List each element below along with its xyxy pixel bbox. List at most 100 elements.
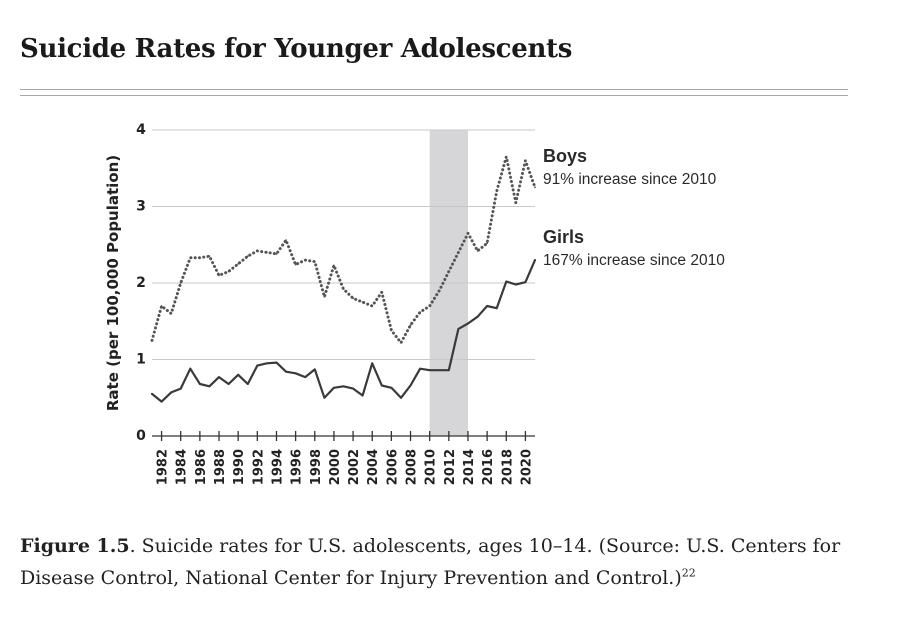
y-tick-label: 3 xyxy=(136,199,146,215)
boys-data-point xyxy=(514,201,517,204)
boys-data-point xyxy=(505,155,508,158)
girls-data-point xyxy=(380,384,383,387)
caption-text-line2: Disease Control, National Center for Inj… xyxy=(20,567,682,589)
girls-data-point xyxy=(208,385,211,388)
y-tick-label: 2 xyxy=(136,275,146,291)
girls-data-point xyxy=(237,373,240,376)
girls-series-line xyxy=(150,259,537,403)
girls-series-label: Girls xyxy=(543,227,584,247)
title-divider-top xyxy=(20,89,848,90)
caption-text-line1: . Suicide rates for U.S. adolescents, ag… xyxy=(129,535,841,557)
x-tick-label: 2004 xyxy=(366,449,381,485)
girls-data-point xyxy=(266,362,268,365)
boys-data-point xyxy=(486,242,488,245)
x-tick-label: 2014 xyxy=(462,449,477,485)
x-tick-label: 1994 xyxy=(270,449,285,485)
x-tick-label: 1998 xyxy=(309,449,324,485)
boys-series-line xyxy=(150,155,537,345)
x-tick-label: 1988 xyxy=(213,449,228,485)
boys-data-point xyxy=(199,256,201,259)
girls-data-point xyxy=(428,369,431,372)
girls-data-point xyxy=(419,367,421,370)
girls-series-note: 167% increase since 2010 xyxy=(543,252,725,269)
boys-data-point xyxy=(227,270,230,273)
x-tick-label: 2002 xyxy=(347,449,362,485)
girls-data-point xyxy=(476,315,479,318)
boys-data-point xyxy=(400,341,402,344)
x-tick-label: 1982 xyxy=(156,449,171,485)
x-tick-label: 2012 xyxy=(443,449,458,485)
boys-data-point xyxy=(333,264,335,267)
boys-data-point xyxy=(476,250,479,252)
girls-data-point xyxy=(199,383,201,385)
boys-data-point xyxy=(380,291,383,294)
boys-data-point xyxy=(208,255,211,258)
x-tick-label: 1984 xyxy=(175,449,190,485)
girls-data-point xyxy=(486,305,488,307)
x-tick-label: 2008 xyxy=(405,449,420,485)
girls-data-point xyxy=(218,376,220,378)
girls-data-point xyxy=(160,400,163,403)
girls-data-point xyxy=(514,283,517,286)
boys-data-point xyxy=(189,256,192,259)
x-tick-label: 2016 xyxy=(481,449,496,485)
x-tick-label: 1986 xyxy=(194,449,209,485)
girls-data-point xyxy=(361,394,364,397)
girls-data-point xyxy=(227,383,230,385)
boys-data-point xyxy=(285,239,287,242)
girls-data-point xyxy=(447,369,450,372)
y-axis-title: Rate (per 100,000 Population) xyxy=(104,155,122,411)
caption-footnote: 22 xyxy=(681,566,696,580)
girls-data-point xyxy=(333,386,335,389)
girls-data-point xyxy=(409,384,412,387)
boys-data-point xyxy=(151,339,153,342)
x-tick-label: 2020 xyxy=(519,449,534,485)
x-tick-label: 2010 xyxy=(424,449,439,485)
girls-data-point xyxy=(246,383,249,385)
girls-data-point xyxy=(371,362,374,365)
boys-data-point xyxy=(419,311,421,313)
girls-data-point xyxy=(495,307,498,310)
boys-data-point xyxy=(428,305,431,307)
boys-data-point xyxy=(266,251,268,254)
boys-data-point xyxy=(495,190,498,193)
boys-data-point xyxy=(294,263,297,266)
x-tick-label: 2018 xyxy=(500,449,515,485)
girls-data-point xyxy=(323,396,326,399)
boys-data-point xyxy=(313,260,316,263)
x-tick-label: 1992 xyxy=(251,449,266,485)
boys-data-point xyxy=(438,289,441,292)
x-tick-label: 2006 xyxy=(385,449,400,485)
boys-data-point xyxy=(342,288,345,290)
girls-data-point xyxy=(170,391,173,394)
boys-data-point xyxy=(304,259,307,261)
boys-data-point xyxy=(361,301,364,303)
girls-data-point xyxy=(313,368,316,371)
boys-data-point xyxy=(160,305,163,307)
figure-caption: Figure 1.5. Suicide rates for U.S. adole… xyxy=(20,530,880,594)
boys-series-note: 91% increase since 2010 xyxy=(543,171,717,188)
suicide-rate-chart: 0 1 2 3 4 1982 1984 1986 1988 1990 1992 1994 1996 199… xyxy=(104,122,725,485)
girls-data-point xyxy=(505,280,508,283)
girls-data-point xyxy=(342,385,345,388)
title-divider-bottom xyxy=(20,95,848,96)
girls-data-point xyxy=(534,259,536,261)
girls-data-point xyxy=(524,281,527,284)
boys-data-point xyxy=(534,186,536,189)
boys-data-point xyxy=(524,159,527,162)
boys-data-point xyxy=(256,250,259,252)
boys-data-point xyxy=(275,253,278,255)
boys-data-point xyxy=(323,295,326,298)
y-tick-label: 4 xyxy=(136,122,146,138)
girls-data-point xyxy=(285,370,287,373)
x-tick-label: 1996 xyxy=(290,449,305,485)
girls-data-point xyxy=(275,361,278,364)
boys-data-point xyxy=(237,263,240,265)
boys-data-point xyxy=(371,305,374,307)
girls-data-point xyxy=(151,393,153,395)
girls-data-point xyxy=(467,322,469,325)
boys-data-point xyxy=(179,282,182,284)
boys-data-point xyxy=(218,274,220,277)
y-tick-label: 1 xyxy=(136,352,146,368)
x-tick-label: 2000 xyxy=(328,449,343,485)
